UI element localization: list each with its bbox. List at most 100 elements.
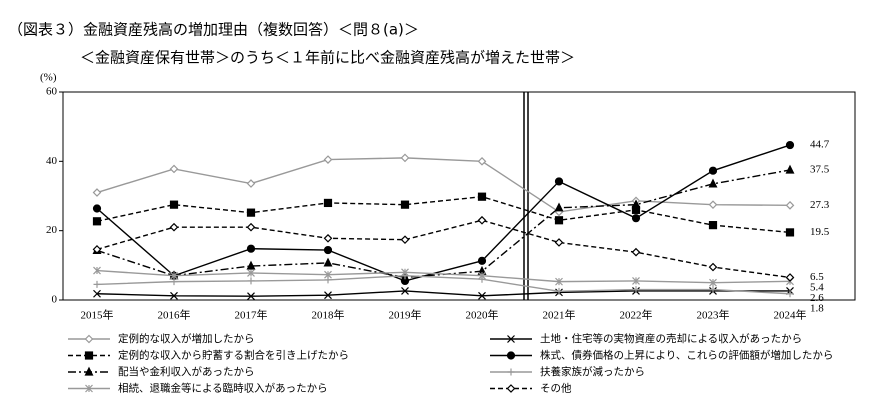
- marker: [554, 238, 564, 247]
- y-tick-label: 60: [46, 86, 58, 98]
- marker: [786, 290, 794, 298]
- marker: [554, 202, 564, 212]
- series: [92, 215, 795, 282]
- marker: [323, 233, 333, 243]
- marker: [324, 291, 332, 300]
- legend-entry: 配当や金利収入があったから: [68, 365, 255, 378]
- y-tick-label: 20: [46, 224, 58, 236]
- x-tick-label: 2016年: [158, 308, 191, 322]
- marker: [554, 216, 564, 225]
- marker: [785, 201, 795, 210]
- marker: [708, 221, 718, 230]
- marker: [92, 188, 102, 197]
- marker: [477, 256, 487, 265]
- legend-entry: 相続、退職金等による臨時収入があったから: [68, 382, 328, 395]
- series-line: [96, 144, 791, 282]
- marker: [785, 273, 795, 282]
- marker: [324, 270, 332, 279]
- marker: [246, 244, 256, 253]
- marker: [555, 277, 563, 286]
- legend-marker: [506, 384, 516, 393]
- marker: [400, 235, 410, 245]
- marker: [169, 200, 179, 209]
- legend-label: 配当や金利収入があったから: [118, 365, 255, 378]
- marker: [708, 200, 718, 210]
- marker: [170, 278, 178, 286]
- chart-subtitle: ＜金融資産保有世帯＞のうち＜１年前に比べ金融資産残高が増えた世帯＞: [80, 49, 575, 67]
- marker: [478, 271, 486, 280]
- x-tick-label: 2021年: [543, 308, 576, 322]
- marker: [92, 245, 102, 254]
- series-line: [96, 169, 791, 279]
- marker: [708, 166, 718, 175]
- marker: [554, 177, 564, 186]
- marker: [401, 287, 409, 295]
- marker: [631, 214, 641, 223]
- marker: [477, 156, 487, 166]
- marker: [323, 155, 333, 164]
- legend-entry: 土地・住宅等の実物資産の売却による収入があったから: [490, 332, 802, 345]
- legend-marker: [84, 334, 94, 344]
- legend-label: 定例的な収入が増加したから: [118, 332, 255, 345]
- marker: [631, 199, 641, 209]
- series-line: [96, 290, 790, 297]
- legend-marker: [84, 351, 94, 360]
- marker: [92, 204, 102, 213]
- x-tick-label: 2015年: [81, 308, 114, 322]
- marker: [93, 289, 101, 298]
- marker: [477, 215, 487, 225]
- marker: [323, 257, 333, 267]
- marker: [170, 271, 178, 280]
- marker: [323, 198, 333, 208]
- legend-entry: 定例的な収入が増加したから: [68, 332, 255, 345]
- legend-marker: [507, 335, 515, 343]
- marker: [246, 222, 256, 232]
- marker: [785, 140, 795, 150]
- legend-marker: [85, 384, 93, 393]
- series-line: [96, 269, 791, 284]
- marker: [401, 268, 409, 277]
- legend-entry: 定例的な収入から貯蓄する割合を引き上げたから: [68, 349, 349, 362]
- x-tick-label: 2019年: [389, 308, 422, 322]
- marker: [631, 247, 641, 257]
- y-tick-label: 40: [46, 155, 58, 167]
- data-label: 6.5: [810, 271, 824, 283]
- marker: [246, 260, 256, 270]
- series-line: [96, 157, 791, 213]
- x-tick-label: 2024年: [774, 308, 807, 322]
- marker: [709, 278, 717, 287]
- data-label: 2.6: [810, 292, 824, 304]
- series: [92, 164, 795, 282]
- legend-label: その他: [540, 382, 572, 395]
- data-label: 1.8: [810, 302, 824, 314]
- marker: [169, 164, 179, 174]
- legend-label: 定例的な収入から貯蓄する割合を引き上げたから: [118, 349, 349, 362]
- marker: [92, 217, 102, 226]
- marker: [170, 291, 178, 300]
- series-line: [96, 195, 791, 234]
- legend-marker: [506, 351, 516, 360]
- marker: [247, 292, 255, 301]
- marker: [246, 179, 256, 188]
- x-tick-label: 2020年: [466, 308, 499, 322]
- marker: [785, 164, 795, 174]
- series: [92, 192, 795, 237]
- marker: [632, 277, 640, 285]
- legend-label: 扶養家族が減ったから: [540, 365, 645, 378]
- legend-label: 相続、退職金等による臨時収入があったから: [118, 382, 328, 395]
- marker: [708, 178, 718, 188]
- marker: [632, 286, 640, 294]
- marker: [247, 269, 255, 277]
- legend-entry: その他: [490, 382, 572, 395]
- data-label: 5.4: [810, 281, 824, 293]
- series-line: [96, 219, 791, 279]
- series: [92, 153, 795, 217]
- plot-frame: [62, 91, 856, 301]
- marker: [93, 266, 101, 275]
- marker: [247, 277, 255, 285]
- x-tick-label: 2018年: [312, 308, 345, 322]
- legend-label: 土地・住宅等の実物資産の売却による収入があったから: [540, 332, 802, 345]
- marker: [709, 286, 717, 294]
